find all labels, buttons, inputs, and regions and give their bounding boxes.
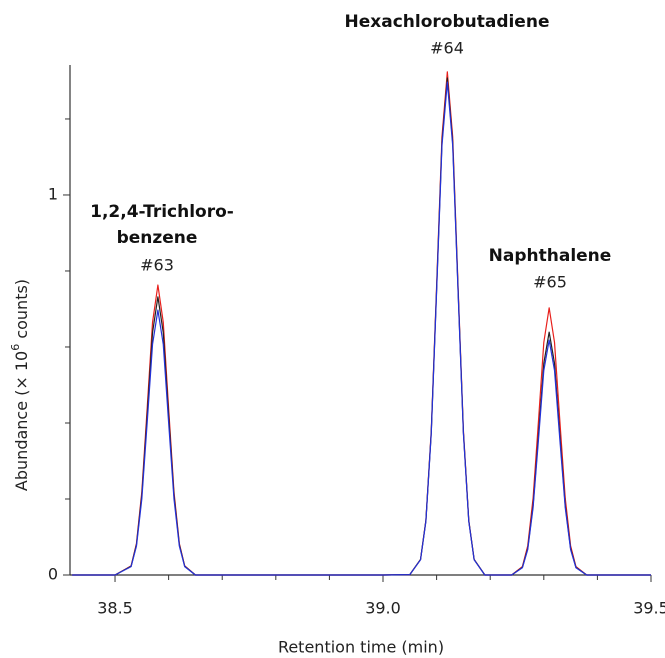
trace-line	[72, 77, 651, 576]
annotation: 1,2,4-Trichloro-	[90, 202, 234, 222]
y-axis-label-part: counts)	[12, 279, 31, 344]
trace-line	[72, 71, 651, 576]
y-tick-label: 0	[48, 565, 58, 584]
annotation: Naphthalene	[489, 246, 612, 266]
annotation: benzene	[117, 228, 198, 248]
trace-line	[72, 81, 651, 576]
x-tick-label: 39.5	[633, 599, 665, 618]
y-axis-label-sup: 6	[9, 344, 22, 351]
annotation: Hexachlorobutadiene	[345, 12, 550, 32]
y-tick-label: 1	[48, 184, 58, 203]
annotation: #63	[140, 256, 174, 275]
x-tick-label: 38.5	[97, 599, 133, 618]
y-axis-label: Abundance (× 106 counts)	[9, 279, 31, 491]
annotation: #65	[533, 273, 567, 292]
x-tick-label: 39.0	[365, 599, 401, 618]
annotation: #64	[430, 39, 464, 58]
y-axis-label-part: Abundance (× 10	[12, 351, 31, 491]
x-axis-label: Retention time (min)	[278, 638, 444, 657]
